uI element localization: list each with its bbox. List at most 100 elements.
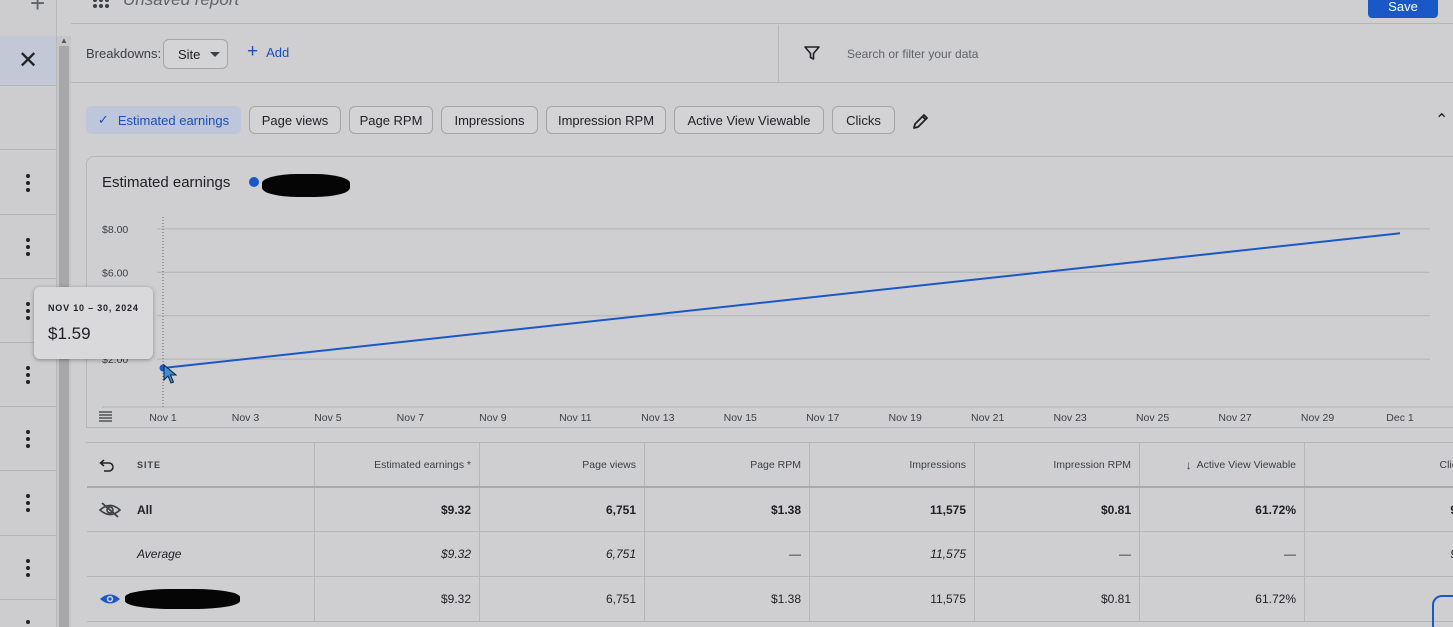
x-tick-label: Nov 19 [889,412,922,424]
chip-page-rpm[interactable]: Page RPM [349,106,433,134]
cell-page-rpm: — [645,532,810,576]
y-tick-label: $8.00 [102,224,128,236]
main-panel: Unsaved report Save Breakdowns: Site + A… [71,0,1453,627]
collapse-chart-icon[interactable]: ⌃ [1435,112,1449,129]
table-row: $9.32 6,751 $1.38 11,575 $0.81 61.72% [87,577,1453,622]
column-header-estimated-earnings[interactable]: Estimated earnings * [315,443,480,486]
more-vert-icon [26,173,30,192]
x-tick-label: Nov 17 [806,412,839,424]
cell-page-views: 6,751 [480,577,645,621]
rail-row-menu[interactable] [0,471,56,536]
chip-impression-rpm[interactable]: Impression RPM [546,106,666,134]
cell-estimated-earnings: $9.32 [315,577,480,621]
y-tick-label: $6.00 [102,267,128,279]
row-label-cell: All [87,488,315,531]
divider [778,25,779,83]
rail-row-menu[interactable] [0,343,56,407]
chip-label: Clicks [846,112,881,128]
breakdown-site-dropdown[interactable]: Site [163,39,228,69]
chip-page-views[interactable]: Page views [249,106,341,134]
more-vert-icon [26,494,30,512]
cell-active-view-viewable: 61.72% [1140,488,1305,531]
check-icon: ✓ [97,112,109,127]
row-label-cell: Average [87,532,315,576]
cell-estimated-earnings: $9.32 [315,532,480,576]
legend-series-dot[interactable] [249,177,259,187]
close-button[interactable]: ✕ [0,36,56,86]
scroll-up-icon[interactable]: ▲ [60,36,68,45]
report-title[interactable]: Unsaved report [123,0,239,10]
site-header-label: SITE [137,459,162,470]
add-label: Add [266,44,290,60]
eye-off-icon[interactable] [99,501,121,519]
x-tick-label: Nov 7 [397,412,425,424]
rail-row-menu[interactable] [0,279,56,343]
chart-tooltip: NOV 10 – 30, 2024 $1.59 [34,287,153,359]
cell-impression-rpm: — [975,532,1140,576]
plus-icon[interactable]: + [30,0,46,18]
table-header-row: SITE Estimated earnings * Page views Pag… [87,443,1453,488]
chip-label: Page views [261,112,329,128]
redacted-site-name [262,174,350,197]
redacted-site-name [125,589,240,609]
add-breakdown-button[interactable]: + Add [247,42,290,61]
cell-estimated-earnings: $9.32 [315,488,480,531]
x-tick-label: Nov 23 [1053,412,1086,424]
more-vert-icon [26,301,30,320]
more-vert-icon [26,429,30,448]
chip-estimated-earnings[interactable]: ✓ Estimated earnings [86,106,241,134]
cell-clicks: 9 [1305,532,1453,576]
x-tick-label: Nov 13 [641,412,674,424]
cell-page-views: 6,751 [480,488,645,531]
x-tick-label: Nov 25 [1136,412,1169,424]
series-line [162,232,1401,369]
column-header-page-views[interactable]: Page views [480,443,645,486]
column-header-impression-rpm[interactable]: Impression RPM [975,443,1140,486]
cell-impressions: 11,575 [810,488,975,531]
column-header-impressions[interactable]: Impressions [810,443,975,486]
cell-page-rpm: $1.38 [645,577,810,621]
rail-row-menu[interactable] [0,215,56,279]
cell-impressions: 11,575 [810,577,975,621]
chip-active-view-viewable[interactable]: Active View Viewable [674,106,824,134]
breakdowns-label: Breakdowns: [86,46,162,61]
cell-active-view-viewable: — [1140,532,1305,576]
filter-icon[interactable] [804,45,820,61]
x-tick-label: Nov 5 [314,412,342,424]
breakdowns-bar: Breakdowns: Site + Add Search or filter … [71,25,1453,83]
chip-impressions[interactable]: Impressions [441,106,538,134]
chip-label: Active View Viewable [687,112,811,128]
more-vert-icon [26,237,30,256]
rail-row-menu[interactable] [0,151,56,215]
pencil-icon[interactable] [912,112,930,130]
x-tick-label: Nov 15 [724,412,757,424]
site-column-header[interactable]: SITE [87,443,315,486]
close-icon: ✕ [17,47,39,74]
chat-fab[interactable] [1432,595,1453,627]
more-vert-icon [26,620,30,627]
sort-down-icon: ↓ [1185,457,1192,472]
chip-label: Impressions [454,112,525,128]
caret-down-icon [210,51,221,57]
rail-row-menu[interactable] [0,600,56,627]
search-input[interactable]: Search or filter your data [847,47,979,61]
x-tick-label: Nov 11 [559,412,592,424]
rail-row-menu[interactable] [0,407,56,471]
tooltip-date: NOV 10 – 30, 2024 [48,303,139,313]
data-table: SITE Estimated earnings * Page views Pag… [86,442,1453,622]
rail-row-menu[interactable] [0,536,56,600]
undo-icon[interactable] [99,458,115,472]
eye-icon[interactable] [99,591,121,607]
more-vert-icon [26,365,30,384]
column-header-page-rpm[interactable]: Page RPM [645,443,810,486]
cell-impression-rpm: $0.81 [975,488,1140,531]
chip-clicks[interactable]: Clicks [832,106,895,134]
save-button[interactable]: Save [1368,0,1438,18]
chip-label: Estimated earnings [117,112,230,128]
column-header-active-view-viewable[interactable]: ↓ Active View Viewable [1140,443,1305,486]
column-header-clicks[interactable]: Clic [1439,458,1453,471]
x-tick-label: Nov 27 [1218,412,1251,424]
apps-grid-icon[interactable] [93,0,109,8]
chip-label: Page RPM [359,112,423,128]
chart-title: Estimated earnings [102,174,231,191]
